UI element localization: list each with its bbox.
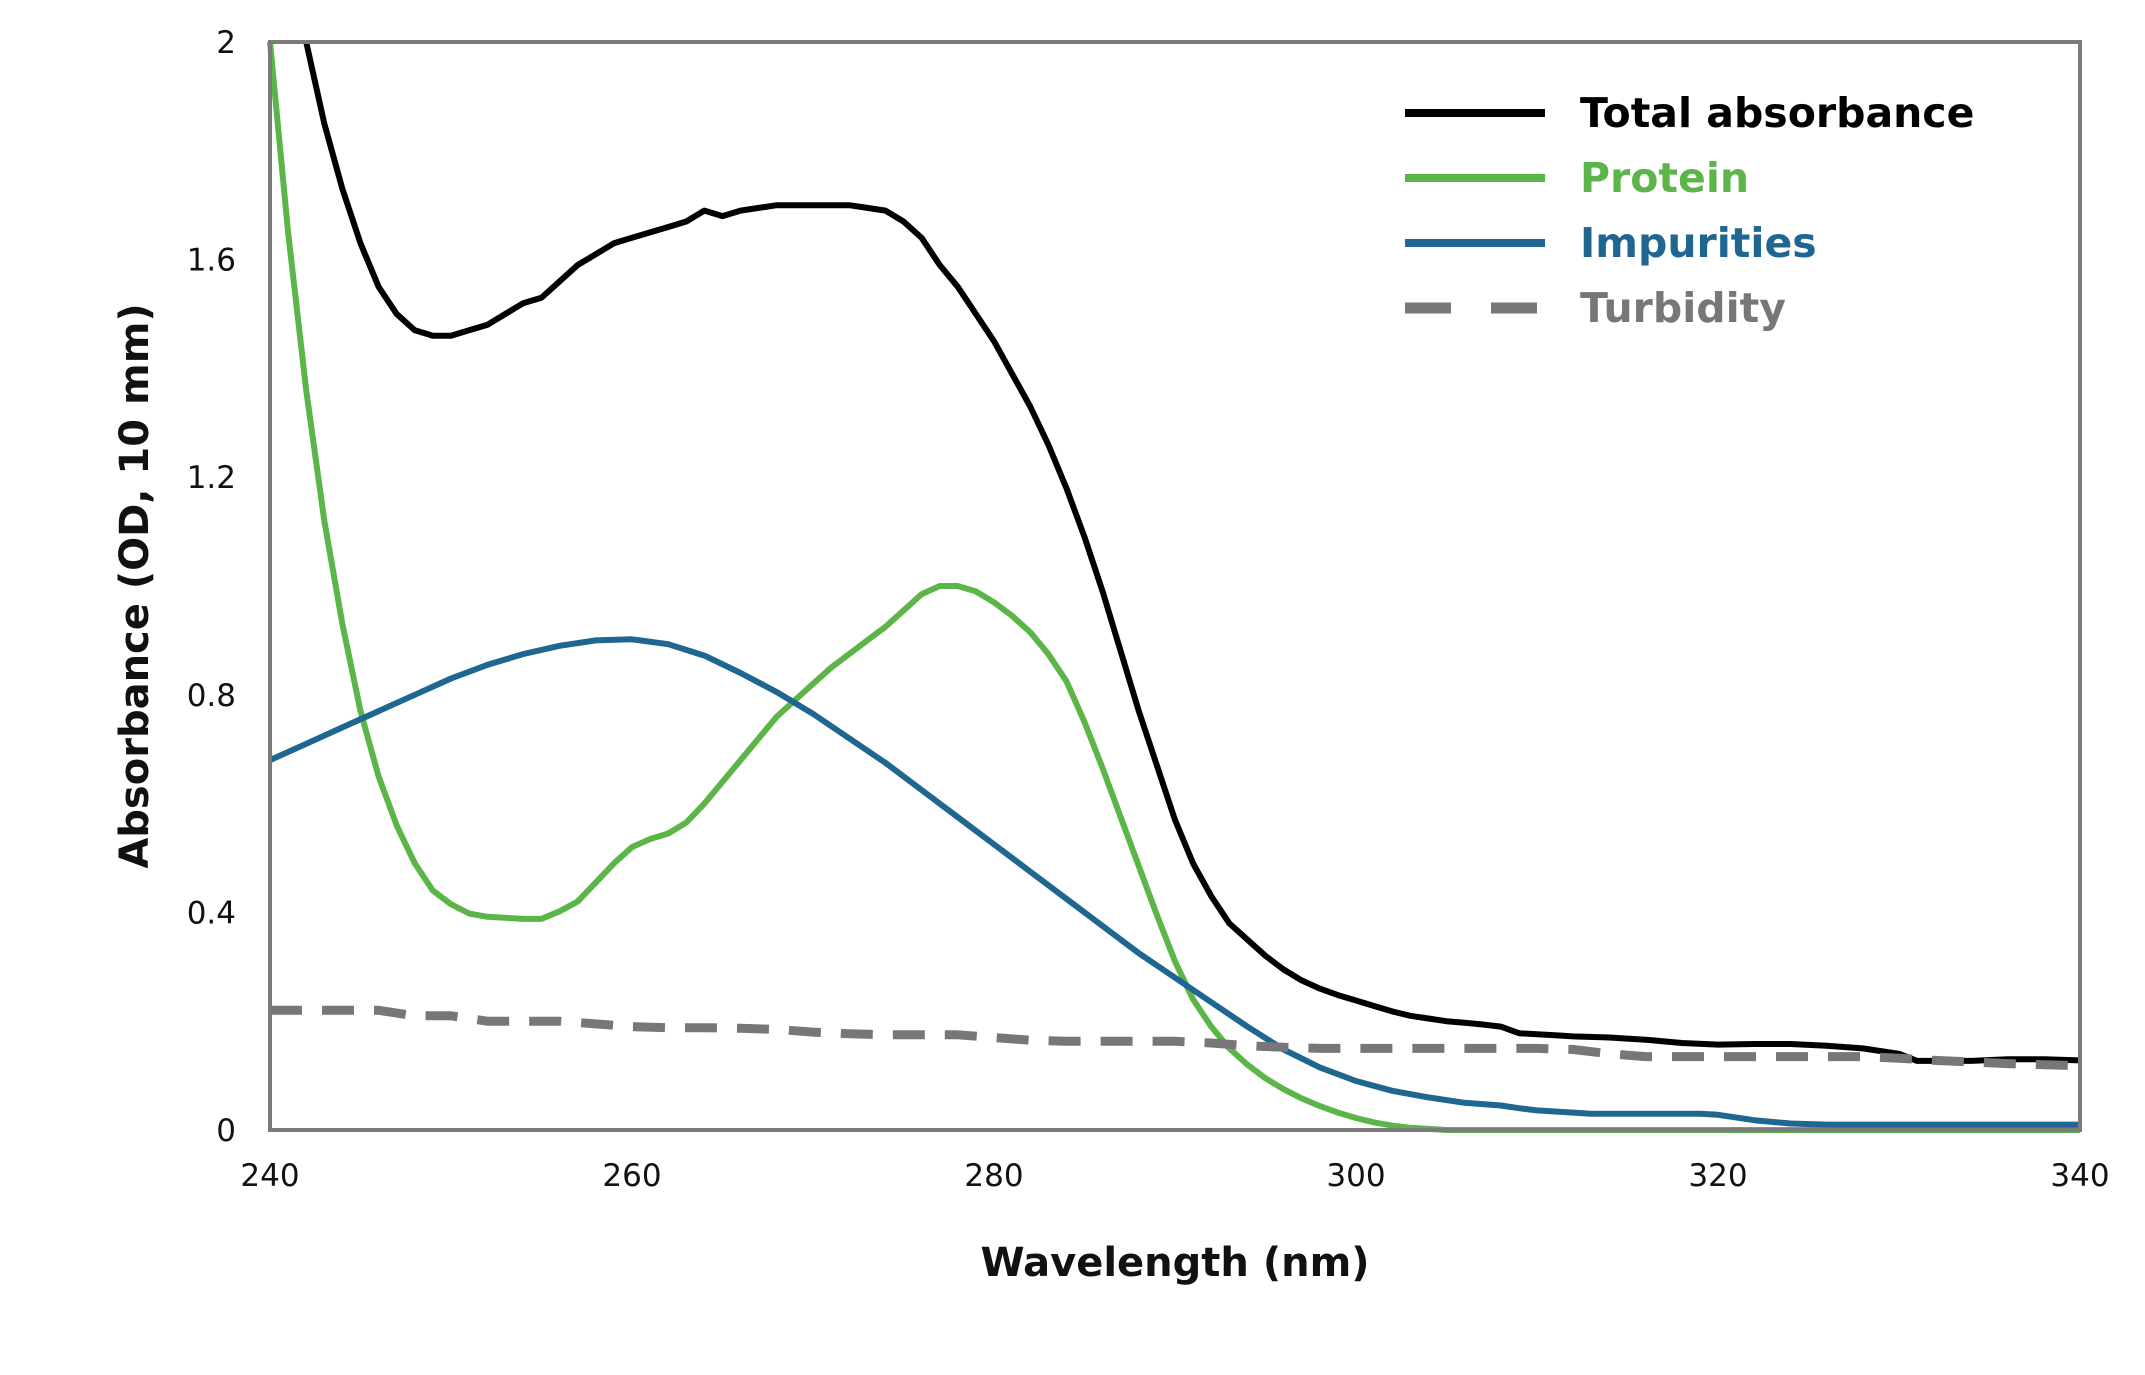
y-tick-label: 2 [216,25,236,61]
series-line-impurities [268,636,2080,1128]
plot-area [270,42,2080,1130]
x-axis-title: Wavelength (nm) [980,1240,1369,1286]
x-tick-label: 300 [1326,1158,1385,1194]
legend-label-turbidity: Turbidity [1580,284,1786,332]
y-axis-title: Absorbance (OD, 10 mm) [112,303,158,868]
x-tick-label: 280 [964,1158,1023,1194]
y-tick-label: 0 [216,1113,236,1149]
plot-frame [268,40,2082,1132]
series-line-protein [267,41,2080,1133]
series-line-total-absorbance [303,41,2081,1064]
legend-label-protein: Protein [1580,154,1749,202]
y-tick-label: 0.8 [187,678,236,714]
legend-label-total-absorbance: Total absorbance [1580,89,1974,137]
axes-layer: 240 260 280 300 320 340 0 0.4 0.8 1.2 1.6 2 [187,25,2110,1194]
series-layer [267,41,2081,1133]
x-tick-label: 340 [2050,1158,2109,1194]
x-tick-label: 240 [240,1158,299,1194]
legend: Total absorbance Protein Impurities Turbidi… [1405,89,1974,332]
x-tick-label: 320 [1688,1158,1747,1194]
series-line-turbidity [270,1005,2081,1071]
y-tick-label: 0.4 [187,895,236,931]
y-tick-label: 1.2 [187,460,236,496]
y-tick-label: 1.6 [187,243,236,279]
x-tick-label: 260 [602,1158,661,1194]
legend-label-impurities: Impurities [1580,219,1817,267]
